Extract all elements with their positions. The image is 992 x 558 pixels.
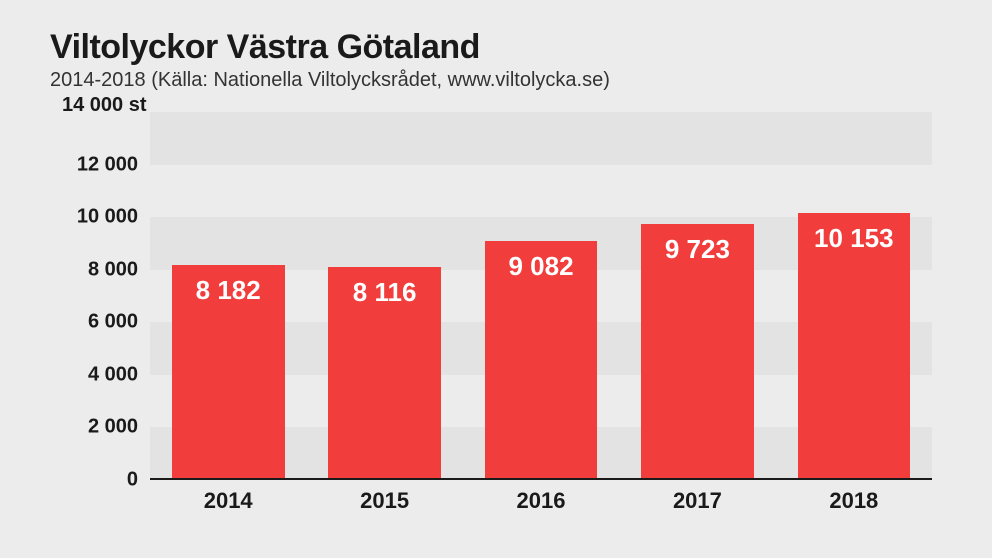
chart-title: Viltolyckor Västra Götaland [50,28,942,67]
bar-slot: 9 723 [619,112,775,480]
y-axis-unit-label: 14 000 st [62,94,147,117]
plot-area: 8 1828 1169 0829 72310 153 12 00010 0008… [150,112,932,480]
y-axis-tick-label: 10 000 [77,206,138,229]
bar: 9 723 [641,224,754,480]
y-axis-tick-label: 6 000 [88,311,138,334]
bar-slot: 10 153 [776,112,932,480]
y-axis-tick-label: 4 000 [88,363,138,386]
bar-slot: 9 082 [463,112,619,480]
bar-value-label: 10 153 [798,223,911,254]
bar: 10 153 [798,213,911,480]
x-axis-tick-label: 2014 [150,484,306,518]
bar: 8 116 [328,267,441,480]
x-axis-line [150,478,932,480]
bar-value-label: 9 082 [485,251,598,282]
y-axis-tick-label: 8 000 [88,258,138,281]
x-axis-labels: 20142015201620172018 [150,484,932,518]
y-axis-tick-label: 0 [127,469,138,492]
chart-subtitle: 2014-2018 (Källa: Nationella Viltolycksr… [50,69,942,92]
y-axis-tick-label: 2 000 [88,416,138,439]
x-axis-tick-label: 2016 [463,484,619,518]
bars-group: 8 182 8 116 9 082 9 723 10 153 [150,112,932,480]
bar-value-label: 9 723 [641,234,754,265]
x-axis-tick-label: 2017 [619,484,775,518]
bar: 9 082 [485,241,598,480]
bar: 8 182 [172,265,285,480]
chart-area: 14 000 st 8 1828 1169 0829 72310 153 12 … [50,98,942,518]
bar-slot: 8 116 [306,112,462,480]
bar-value-label: 8 182 [172,275,285,306]
chart-container: Viltolyckor Västra Götaland 2014-2018 (K… [0,0,992,558]
x-axis-tick-label: 2015 [306,484,462,518]
x-axis-tick-label: 2018 [776,484,932,518]
bar-value-label: 8 116 [328,277,441,308]
y-axis-tick-label: 12 000 [77,153,138,176]
bar-slot: 8 182 [150,112,306,480]
